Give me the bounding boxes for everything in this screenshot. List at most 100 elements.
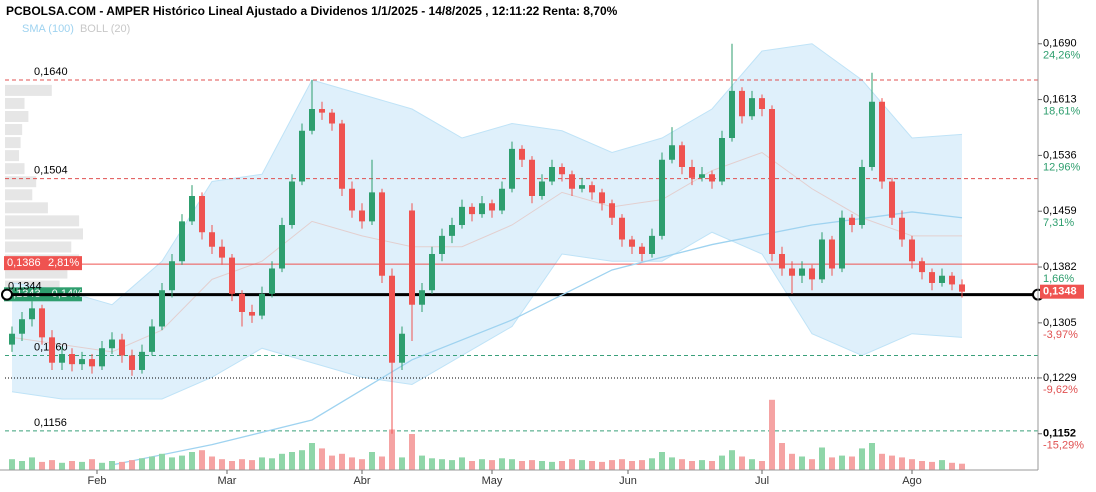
candle-body: [679, 145, 685, 168]
candle-body: [949, 275, 955, 285]
volume-profile-bar: [5, 97, 25, 109]
volume-bar: [659, 452, 665, 470]
level-label: 0,1640: [34, 66, 68, 78]
volume-bar: [939, 460, 945, 470]
y-tick-change: 12,96%: [1043, 161, 1081, 173]
volume-bar: [709, 461, 715, 470]
volume-bar: [379, 456, 385, 470]
candle-body: [579, 185, 585, 189]
volume-bar: [849, 456, 855, 470]
volume-bar: [269, 458, 275, 470]
volume-bar: [359, 459, 365, 470]
legend-entry: SMA (100): [22, 23, 74, 35]
volume-bar: [469, 461, 475, 470]
volume-bar: [909, 459, 915, 470]
volume-bar: [639, 460, 645, 470]
volume-bar: [609, 460, 615, 470]
volume-bar: [339, 453, 345, 470]
candle-body: [599, 192, 605, 204]
volume-profile-bar: [5, 189, 33, 201]
volume-bar: [529, 460, 535, 470]
candle-body: [829, 239, 835, 269]
volume-bar: [589, 461, 595, 470]
volume-bar: [239, 459, 245, 470]
volume-profile-bar: [5, 137, 21, 149]
candle-body: [869, 101, 875, 168]
candle-body: [569, 174, 575, 189]
volume-bar: [599, 461, 605, 470]
volume-bar: [519, 461, 525, 470]
candle-body: [39, 308, 45, 338]
candle-body: [429, 253, 435, 291]
x-tick-label: Ago: [902, 475, 922, 487]
y-tick-change: 1,66%: [1043, 273, 1074, 285]
volume-bar: [499, 458, 505, 470]
volume-bar: [29, 457, 35, 470]
volume-bar: [699, 460, 705, 470]
candle-body: [459, 206, 465, 225]
candle-body: [59, 354, 65, 363]
candle-body: [279, 224, 285, 269]
volume-bar: [869, 443, 875, 470]
x-tick-label: Jul: [755, 475, 769, 487]
volume-bar: [259, 457, 265, 470]
candle-body: [549, 167, 555, 182]
candle-body: [959, 284, 965, 292]
candle-body: [129, 355, 135, 370]
candle-body: [119, 339, 125, 356]
candle-body: [879, 101, 885, 182]
volume-bar: [99, 462, 105, 470]
candle-body: [729, 90, 735, 139]
candle-body: [849, 217, 855, 225]
volume-bar: [289, 452, 295, 470]
y-tick-change: 7,31%: [1043, 217, 1074, 229]
candle-body: [139, 351, 145, 370]
candle-body: [449, 224, 455, 236]
volume-bar: [89, 459, 95, 470]
level-change: 2,81%: [48, 257, 79, 269]
candle-body: [249, 311, 255, 316]
volume-bar: [669, 457, 675, 470]
candle-body: [319, 109, 325, 113]
volume-bar: [679, 459, 685, 470]
legend-entry: BOLL (20): [80, 23, 130, 35]
x-tick-label: May: [482, 475, 503, 487]
volume-bar: [109, 461, 115, 470]
volume-bar: [199, 450, 205, 470]
volume-bar: [489, 460, 495, 470]
x-tick-label: Mar: [218, 475, 237, 487]
volume-bar: [169, 457, 175, 470]
bollinger-band: [12, 43, 962, 399]
candle-body: [169, 261, 175, 291]
candle-body: [929, 272, 935, 283]
volume-bar: [759, 461, 765, 470]
volume-bar: [309, 443, 315, 470]
volume-bar: [819, 447, 825, 470]
y-tick-label: 0,1305: [1043, 317, 1077, 329]
x-tick-label: Jun: [619, 475, 637, 487]
volume-bar: [809, 459, 815, 470]
candle-body: [49, 337, 55, 363]
candle-body: [339, 123, 345, 189]
candle-body: [789, 268, 795, 276]
candle-body: [489, 203, 495, 211]
volume-profile-bar: [5, 84, 52, 96]
candle-body: [9, 333, 15, 345]
candle-body: [839, 217, 845, 269]
volume-bar: [539, 461, 545, 470]
candle-body: [269, 268, 275, 294]
level-label: 0,1156: [34, 417, 67, 429]
volume-bar: [779, 443, 785, 470]
candle-body: [749, 98, 755, 117]
volume-bar: [319, 448, 325, 470]
candle-body: [689, 167, 695, 178]
y-tick-label: 0,1690: [1043, 38, 1077, 50]
volume-bar: [179, 455, 185, 470]
volume-bar: [209, 456, 215, 470]
volume-bar: [559, 461, 565, 470]
candle-body: [289, 181, 295, 225]
candle-body: [859, 167, 865, 225]
chart-title: PCBOLSA.COM - AMPER Histórico Lineal Aju…: [6, 4, 618, 18]
volume-bar: [149, 456, 155, 470]
candle-body: [639, 246, 645, 254]
